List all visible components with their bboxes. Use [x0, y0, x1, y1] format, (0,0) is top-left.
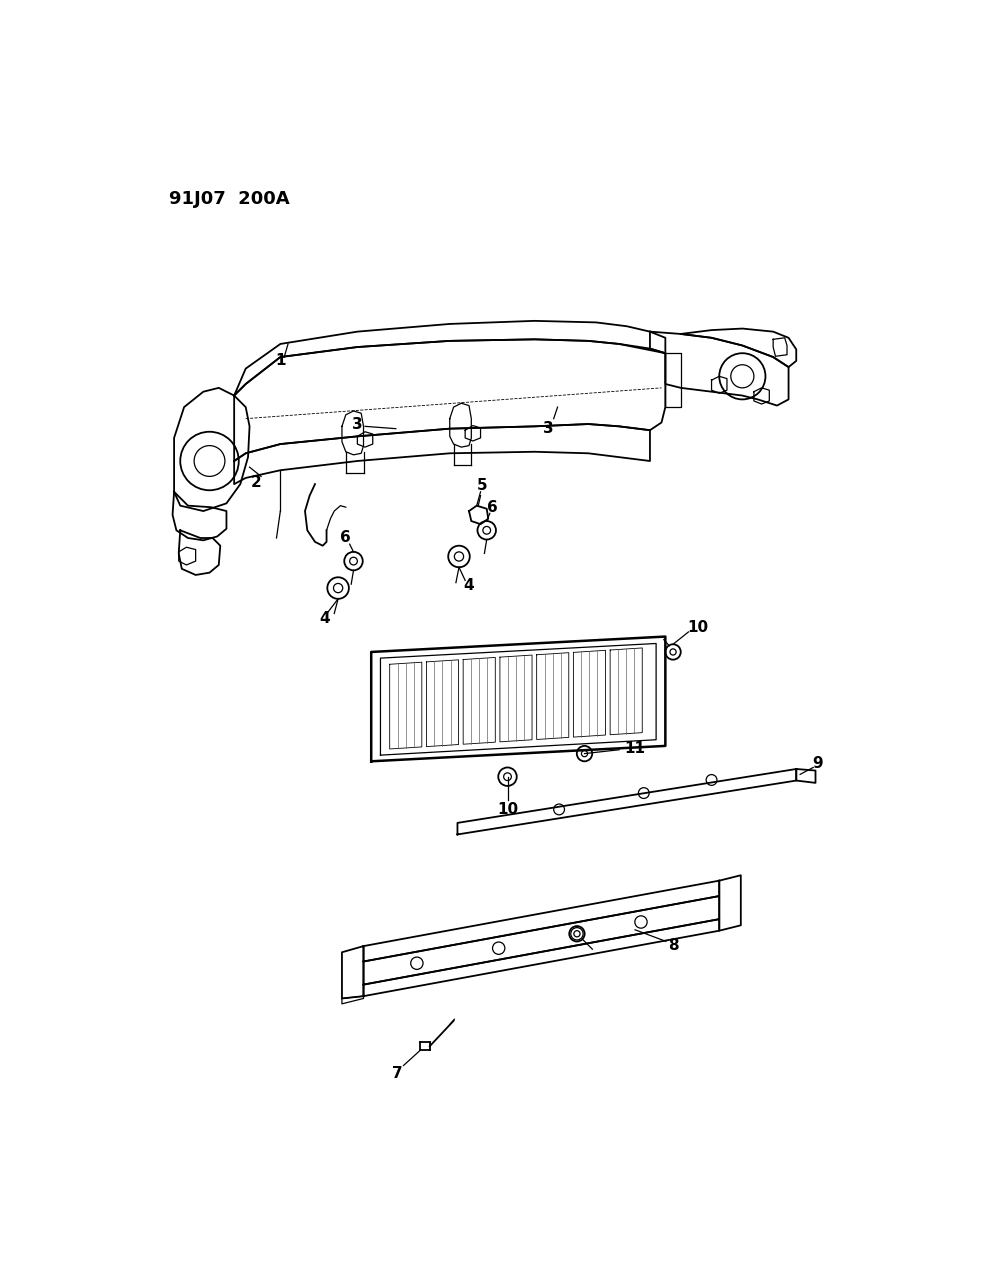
- Text: 1: 1: [275, 353, 285, 368]
- Text: 91J07  200A: 91J07 200A: [168, 190, 289, 208]
- Text: 10: 10: [496, 802, 518, 816]
- Text: 6: 6: [341, 530, 351, 546]
- Text: 4: 4: [320, 611, 330, 626]
- Text: 5: 5: [477, 478, 488, 493]
- Text: 6: 6: [487, 500, 497, 515]
- Text: 9: 9: [813, 756, 824, 771]
- Text: 8: 8: [668, 937, 679, 952]
- Text: 7: 7: [392, 1066, 402, 1081]
- Text: 11: 11: [624, 741, 645, 756]
- Text: 4: 4: [464, 579, 475, 593]
- Text: 2: 2: [251, 476, 261, 490]
- Text: 10: 10: [687, 620, 709, 635]
- Text: 3: 3: [543, 421, 554, 436]
- Text: 3: 3: [352, 417, 363, 431]
